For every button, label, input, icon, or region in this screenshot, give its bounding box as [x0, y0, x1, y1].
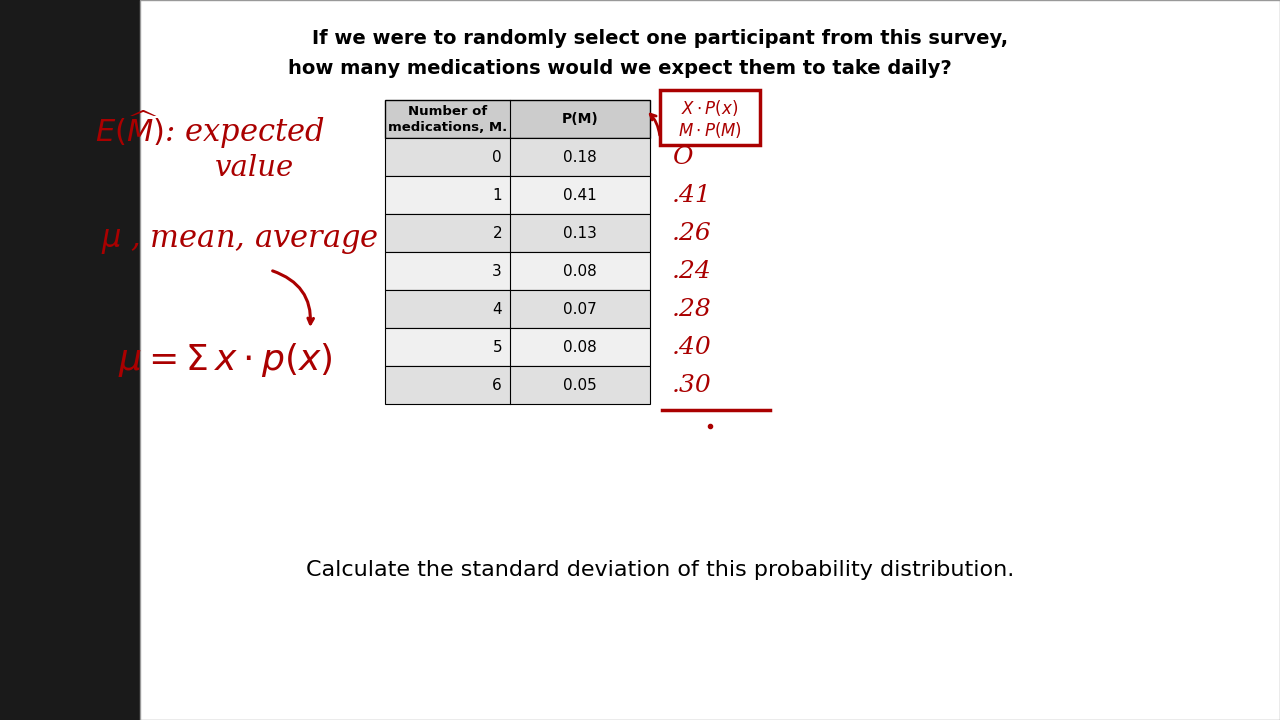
Text: 5: 5 [493, 340, 502, 354]
Bar [385, 176, 650, 214]
Text: .26: .26 [672, 222, 712, 245]
Text: Calculate the standard deviation of this probability distribution.: Calculate the standard deviation of this… [306, 560, 1014, 580]
Bar [385, 366, 650, 404]
Text: 4: 4 [493, 302, 502, 317]
Text: .40: .40 [672, 336, 712, 359]
Text: how many medications would we expect them to take daily?: how many medications would we expect the… [288, 58, 952, 78]
Bar [385, 328, 650, 366]
Text: 0.07: 0.07 [563, 302, 596, 317]
Text: 0.05: 0.05 [563, 377, 596, 392]
Text: 3: 3 [493, 264, 502, 279]
Text: value: value [215, 154, 294, 182]
Text: .41: .41 [672, 184, 712, 207]
Text: 2: 2 [493, 225, 502, 240]
Bar [660, 90, 760, 145]
Text: .28: .28 [672, 297, 712, 320]
Text: $X \cdot P(x)$: $X \cdot P(x)$ [681, 98, 739, 117]
Text: 0: 0 [493, 150, 502, 164]
Text: 0.41: 0.41 [563, 187, 596, 202]
Text: $M \cdot P(M)$: $M \cdot P(M)$ [678, 120, 742, 140]
Text: $\mu = \Sigma\, x \cdot p(x)$: $\mu = \Sigma\, x \cdot p(x)$ [118, 341, 333, 379]
Text: .24: .24 [672, 259, 712, 282]
Bar [385, 100, 650, 138]
Text: 6: 6 [493, 377, 502, 392]
Text: P(M): P(M) [562, 112, 598, 126]
Text: 0.08: 0.08 [563, 264, 596, 279]
Bar [385, 138, 650, 176]
Text: $E(\widehat{M})$: expected: $E(\widehat{M})$: expected [95, 109, 325, 151]
Text: 1: 1 [493, 187, 502, 202]
Text: .30: .30 [672, 374, 712, 397]
Bar [385, 214, 650, 252]
Text: 0.13: 0.13 [563, 225, 596, 240]
Text: 0.18: 0.18 [563, 150, 596, 164]
Bar [385, 252, 650, 290]
Text: 0.08: 0.08 [563, 340, 596, 354]
Bar [385, 290, 650, 328]
Text: Number of
medications, M.: Number of medications, M. [388, 104, 507, 133]
Text: If we were to randomly select one participant from this survey,: If we were to randomly select one partic… [312, 29, 1009, 48]
Bar [140, 0, 1280, 720]
Text: $\mu$ , mean, average: $\mu$ , mean, average [101, 225, 379, 256]
Text: O: O [672, 145, 692, 168]
